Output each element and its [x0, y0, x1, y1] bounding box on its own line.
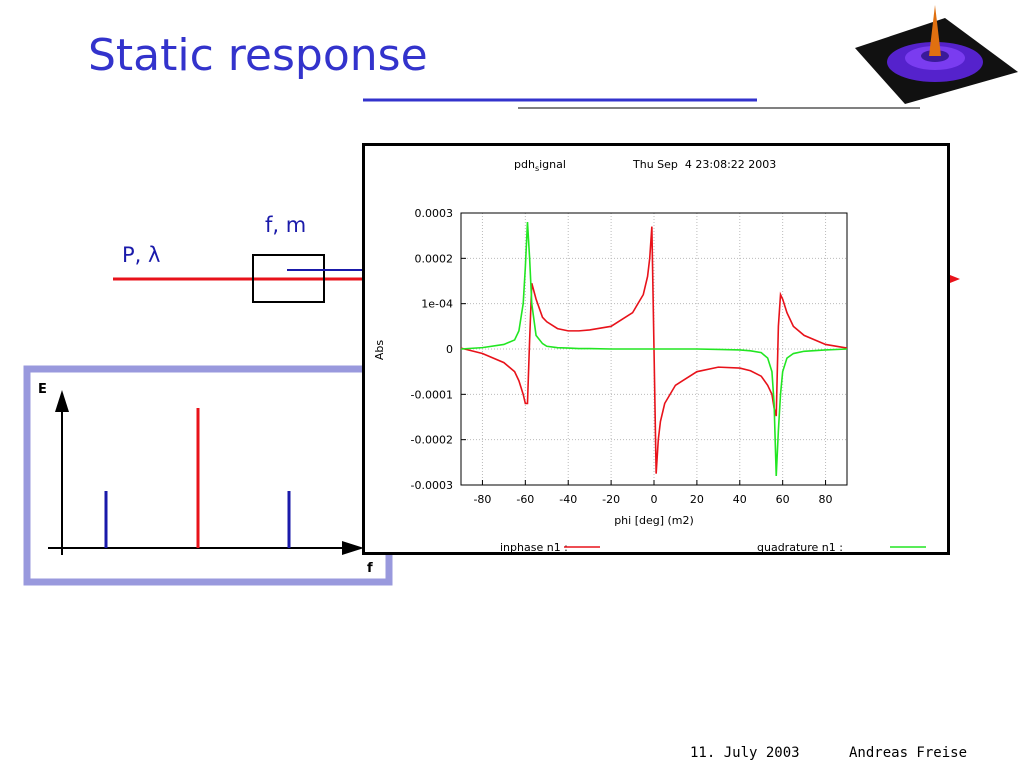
- beam-label: P, λ: [122, 243, 160, 267]
- y-tick-label: -0.0002: [411, 434, 453, 447]
- spectrum-box: [23, 365, 393, 586]
- y-tick-label: 1e-04: [421, 298, 453, 311]
- chart-date: Thu Sep 4 23:08:22 2003: [632, 158, 776, 171]
- title-part: ignal: [539, 158, 566, 171]
- logo: [855, 5, 1018, 104]
- arrow: [55, 390, 69, 412]
- x-tick-label: 60: [776, 493, 790, 506]
- x-tick-label: -80: [473, 493, 491, 506]
- x-tick-label: -40: [559, 493, 577, 506]
- spectrum-x-label: f: [367, 561, 373, 576]
- x-axis-label: phi [deg] (m2): [614, 514, 694, 527]
- x-tick-label: 20: [690, 493, 704, 506]
- footer-author: Andreas Freise: [849, 745, 967, 761]
- spectrum-y-label: E: [38, 382, 47, 397]
- modulator-box: [252, 254, 325, 303]
- x-tick-label: -20: [602, 493, 620, 506]
- y-tick-label: -0.0003: [411, 479, 453, 492]
- x-tick-label: -60: [516, 493, 534, 506]
- legend-label: quadrature n1 :: [757, 541, 843, 554]
- title-part: pdh: [514, 158, 535, 171]
- y-tick-label: 0: [446, 343, 453, 356]
- beam-arrow: [950, 275, 960, 283]
- chart-title: pdhsignal: [514, 158, 566, 173]
- slide-title: Static response: [88, 30, 428, 81]
- arrow: [342, 541, 364, 555]
- x-tick-label: 40: [733, 493, 747, 506]
- y-tick-label: -0.0001: [411, 388, 453, 401]
- series-line: [460, 222, 848, 476]
- legend-label: inphase n1 :: [500, 541, 568, 554]
- x-tick-label: 0: [651, 493, 658, 506]
- series-line: [460, 226, 848, 474]
- footer-date: 11. July 2003: [690, 745, 800, 761]
- x-tick-label: 80: [819, 493, 833, 506]
- y-axis-label: Abs: [373, 340, 386, 361]
- y-tick-label: 0.0002: [415, 252, 454, 265]
- title-part: s: [535, 164, 539, 173]
- y-tick-label: 0.0003: [415, 207, 454, 220]
- modulator-label: f, m: [265, 213, 306, 237]
